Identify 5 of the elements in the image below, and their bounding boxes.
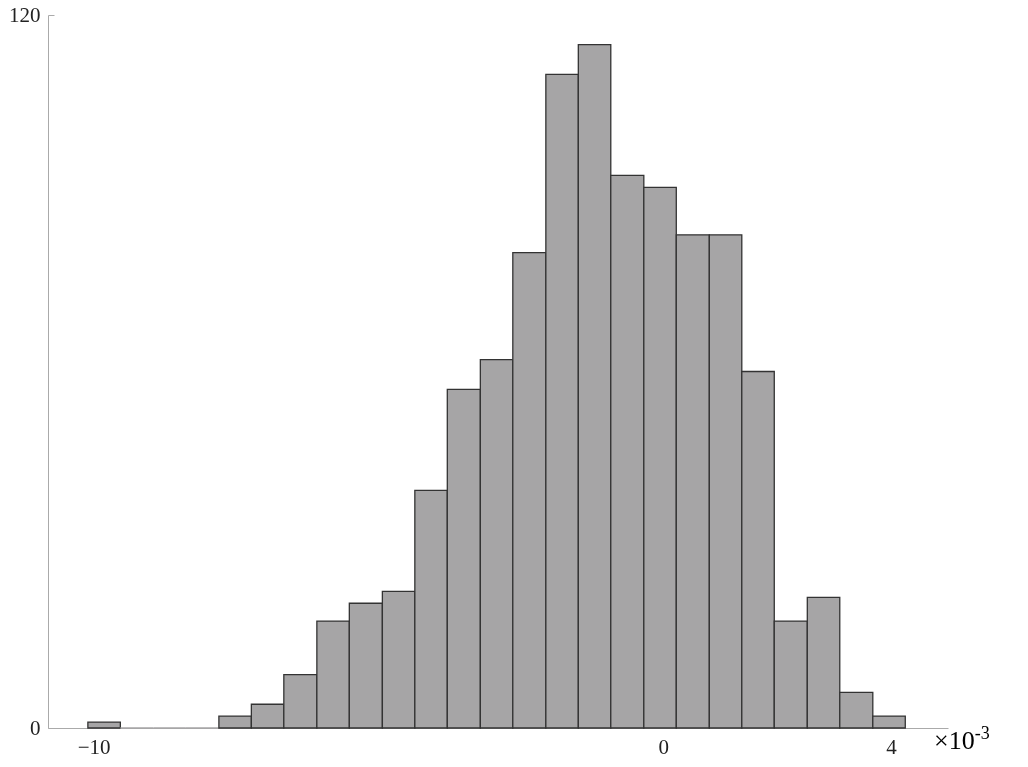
x-tick-label: 0 — [658, 734, 669, 759]
y-tick-label: 120 — [9, 2, 41, 27]
x-tick-label: −10 — [77, 734, 111, 759]
x-tick-label: 4 — [886, 734, 898, 759]
x-axis-title: ×10$^{-3}$ — [934, 723, 990, 755]
